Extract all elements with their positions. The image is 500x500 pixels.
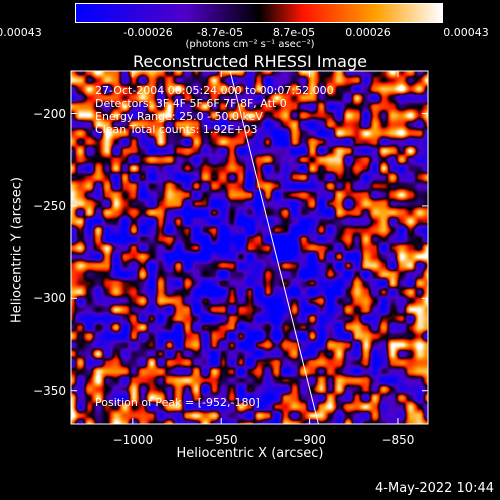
x-tick-label: −1000	[112, 433, 154, 447]
y-tick-labels: −200 −250 −300 −350	[0, 0, 66, 500]
colorbar-tick: -0.00026	[123, 26, 173, 39]
colorbar-tick: 0.00026	[345, 26, 391, 39]
time-range-text: 27-Oct-2004 00:05:24.000 to 00:07:52.000	[95, 84, 334, 97]
x-tick-label: −850	[381, 433, 415, 447]
y-tick-label: −200	[33, 106, 66, 121]
colorbar-tick: 0.00043	[443, 26, 489, 39]
y-tick-label: −350	[33, 383, 66, 398]
x-axis-label: Heliocentric X (arcsec)	[176, 446, 324, 461]
footer-date: 4-May-2022 10:44	[375, 481, 494, 496]
plot-frame	[70, 70, 429, 425]
y-tick-label: −250	[33, 198, 66, 213]
y-axis-label: Heliocentric Y (arcsec)	[9, 177, 25, 323]
colorbar-tick: -8.7e-05	[196, 26, 244, 39]
x-tick-label: −900	[293, 433, 327, 447]
peak-position-text: Position of Peak = [-952,-180]	[95, 396, 260, 409]
colorbar-tick: 8.7e-05	[272, 26, 316, 39]
y-tick-label: −300	[33, 291, 66, 306]
chart-title: Reconstructed RHESSI Image	[133, 52, 367, 71]
detectors-text: Detectors: 3F 4F 5F 6F 7F 8F, Att 0	[95, 97, 287, 110]
solar-limb-line	[229, 70, 319, 425]
colorbar-units: (photons cm⁻² s⁻¹ asec⁻²)	[185, 39, 315, 50]
heatmap-image	[71, 71, 428, 424]
energy-range-text: Energy Range: 25.0 - 50.0 keV	[95, 110, 263, 123]
clean-counts-text: Clean Total counts: 1.92E+03	[95, 123, 258, 136]
colorbar	[75, 3, 443, 23]
colorbar-tick: -0.00043	[0, 26, 42, 39]
x-tick-label: −950	[204, 433, 238, 447]
